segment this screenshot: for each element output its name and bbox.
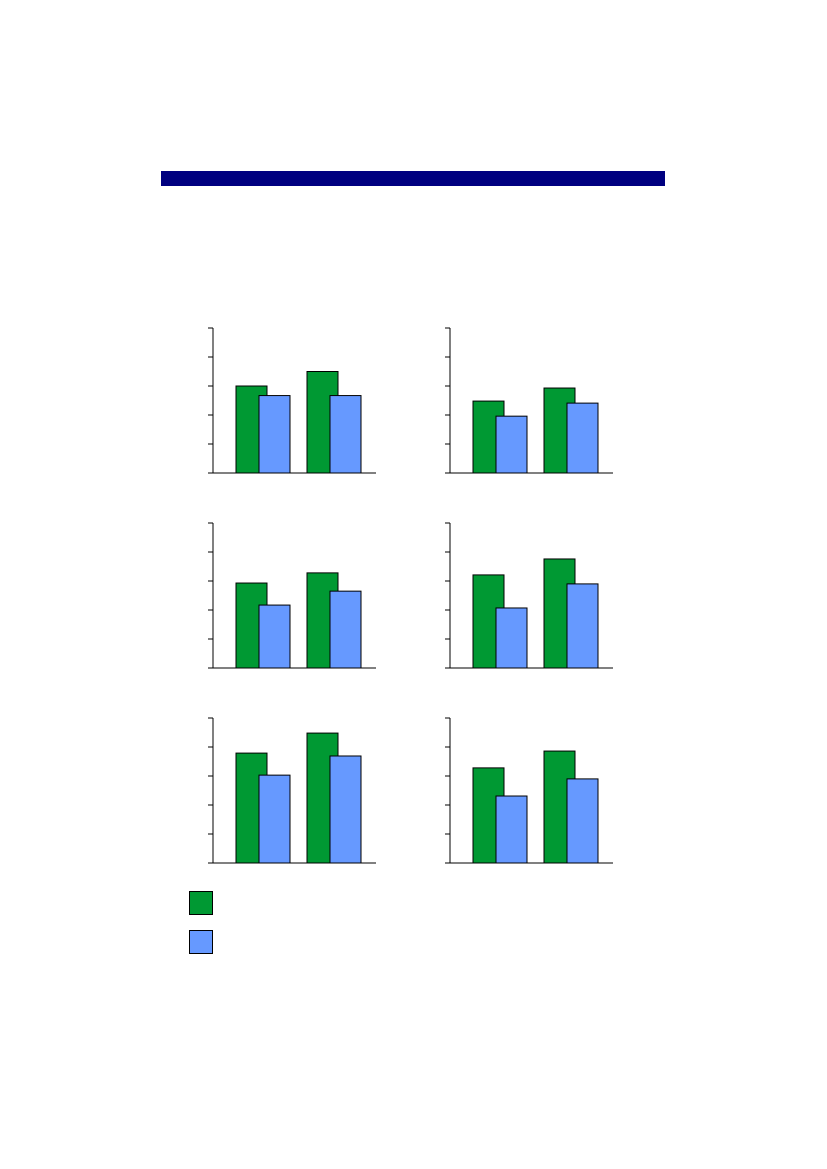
legend-swatch-blue bbox=[189, 930, 213, 954]
legend-item-green bbox=[189, 891, 223, 915]
bar-blue bbox=[258, 395, 291, 474]
chart-2 bbox=[445, 327, 613, 474]
legend-swatch-green bbox=[189, 891, 213, 915]
bar-blue bbox=[495, 607, 528, 669]
chart-1 bbox=[208, 327, 376, 474]
bar-blue bbox=[495, 415, 528, 474]
bar-blue bbox=[258, 604, 291, 669]
chart-6 bbox=[445, 717, 613, 864]
bar-blue bbox=[329, 395, 362, 474]
legend-item-blue bbox=[189, 930, 223, 954]
chart-3 bbox=[208, 522, 376, 669]
chart-5 bbox=[208, 717, 376, 864]
bar-blue bbox=[495, 795, 528, 864]
header-bar bbox=[161, 171, 665, 186]
bar-blue bbox=[566, 402, 599, 474]
bar-blue bbox=[258, 774, 291, 864]
bar-blue bbox=[566, 583, 599, 669]
bar-blue bbox=[566, 778, 599, 864]
bar-blue bbox=[329, 755, 362, 864]
bar-blue bbox=[329, 590, 362, 669]
chart-4 bbox=[445, 522, 613, 669]
